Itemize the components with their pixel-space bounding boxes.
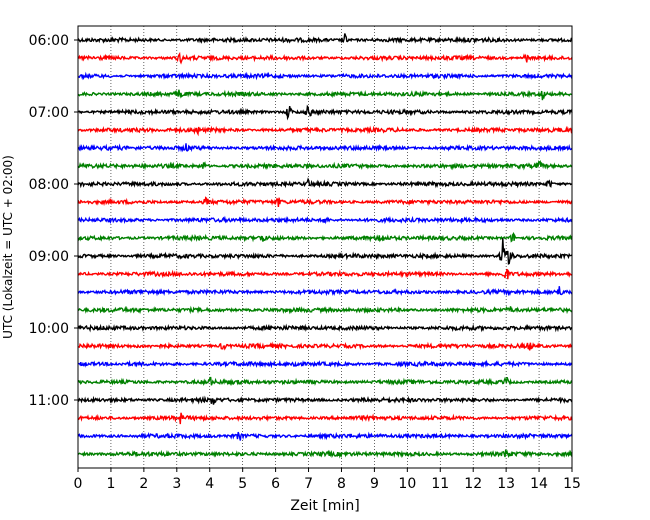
x-tick-label-2: 2 <box>139 476 148 492</box>
trace-0930 <box>77 286 573 297</box>
trace-0830 <box>77 215 573 225</box>
y-tick-label-2: 08:00 <box>29 177 69 193</box>
x-tick-label-0: 0 <box>74 476 83 492</box>
trace-0715 <box>77 125 573 137</box>
trace-0645 <box>77 89 573 101</box>
trace-1115 <box>77 412 573 425</box>
x-tick-label-7: 7 <box>304 476 313 492</box>
trace-1015 <box>77 341 573 351</box>
x-tick-label-1: 1 <box>106 476 115 492</box>
trace-1045 <box>77 376 573 387</box>
trace-1145 <box>77 449 573 459</box>
trace-0730 <box>77 143 573 153</box>
x-tick-label-11: 11 <box>431 476 449 492</box>
trace-1100 <box>77 395 573 405</box>
y-tick-label-1: 07:00 <box>29 105 69 121</box>
trace-0900 <box>77 238 573 265</box>
y-tick-label-5: 11:00 <box>29 393 69 409</box>
x-tick-label-8: 8 <box>337 476 346 492</box>
trace-0815 <box>77 196 573 207</box>
x-tick-label-5: 5 <box>238 476 247 492</box>
x-tick-label-4: 4 <box>205 476 214 492</box>
trace-0915 <box>77 268 573 280</box>
x-tick-label-9: 9 <box>370 476 379 492</box>
trace-0845 <box>77 231 573 243</box>
x-tick-label-12: 12 <box>464 476 482 492</box>
seismogram-traces <box>77 33 573 459</box>
x-axis-ticks: 0 1 2 3 4 5 6 7 8 9 10 11 12 13 14 15 <box>74 468 581 492</box>
x-tick-label-14: 14 <box>530 476 548 492</box>
trace-0615 <box>77 51 573 65</box>
y-tick-label-3: 09:00 <box>29 249 69 265</box>
trace-0945 <box>78 305 572 315</box>
trace-0600 <box>77 33 573 45</box>
plot-frame <box>77 25 573 469</box>
x-tick-label-15: 15 <box>563 476 581 492</box>
trace-0700 <box>77 104 573 121</box>
y-axis-ticks: 06:00 07:00 08:00 09:00 10:00 11:00 <box>29 33 78 409</box>
y-tick-label-4: 10:00 <box>29 321 69 337</box>
trace-0800 <box>77 177 573 189</box>
trace-0745 <box>77 160 572 171</box>
x-tick-label-3: 3 <box>172 476 181 492</box>
x-tick-label-10: 10 <box>398 476 416 492</box>
x-tick-label-13: 13 <box>497 476 515 492</box>
x-axis-label: Zeit [min] <box>290 498 359 514</box>
trace-1000 <box>77 323 573 333</box>
trace-1130 <box>77 431 573 441</box>
trace-0630 <box>77 71 573 81</box>
trace-1030 <box>77 359 573 369</box>
x-tick-label-6: 6 <box>271 476 280 492</box>
y-axis-label: UTC (Lokalzeit = UTC + 02:00) <box>1 155 15 339</box>
y-tick-label-0: 06:00 <box>29 33 69 49</box>
